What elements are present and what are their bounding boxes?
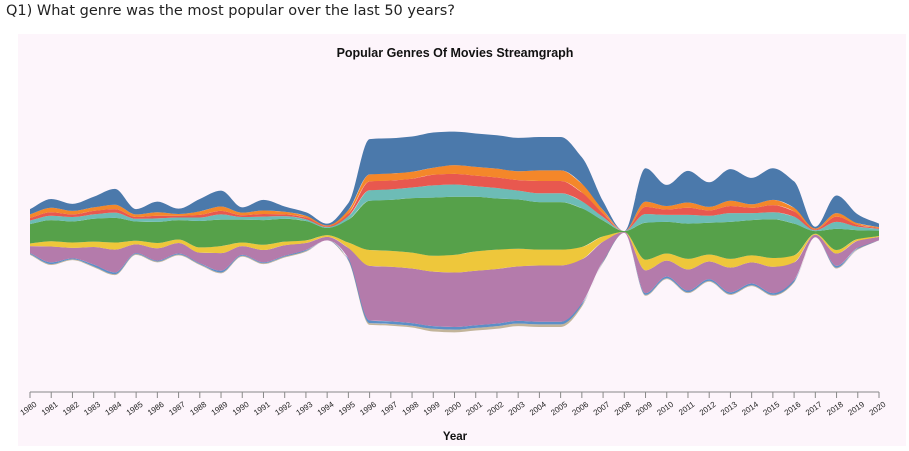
x-tick-label: 2004 bbox=[528, 400, 548, 418]
x-tick-label: 2000 bbox=[443, 400, 463, 418]
stream-layer-7 bbox=[30, 173, 879, 232]
x-tick-label: 1990 bbox=[231, 400, 251, 418]
stream-layer-8 bbox=[30, 165, 879, 232]
x-tick-label: 2020 bbox=[868, 400, 888, 418]
stream-layer-6 bbox=[30, 184, 879, 232]
x-tick-label: 2016 bbox=[783, 400, 803, 418]
x-tick-label: 1993 bbox=[295, 400, 315, 418]
question-text: Q1) What genre was the most popular over… bbox=[6, 3, 455, 19]
x-tick-label: 1987 bbox=[167, 400, 187, 418]
x-tick-label: 1996 bbox=[358, 400, 378, 418]
x-tick-label: 2007 bbox=[592, 400, 612, 418]
x-tick-label: 2001 bbox=[464, 400, 484, 418]
chart-title: Popular Genres Of Movies Streamgraph bbox=[337, 46, 574, 60]
x-tick-label: 2008 bbox=[613, 400, 633, 418]
x-tick-label: 2019 bbox=[846, 400, 866, 418]
x-tick-label: 2013 bbox=[719, 400, 739, 418]
stream-layer-4 bbox=[30, 232, 879, 273]
x-tick-label: 1989 bbox=[210, 400, 230, 418]
x-tick-label: 1999 bbox=[422, 400, 442, 418]
x-tick-label: 1998 bbox=[401, 400, 421, 418]
x-tick-label: 1986 bbox=[146, 400, 166, 418]
x-tick-label: 2018 bbox=[825, 400, 845, 418]
stream-layer-9 bbox=[30, 131, 879, 232]
x-tick-label: 1983 bbox=[82, 400, 102, 418]
x-tick-label: 2003 bbox=[507, 400, 527, 418]
x-tick-label: 2012 bbox=[698, 400, 718, 418]
x-tick-label: 2011 bbox=[677, 400, 697, 418]
x-tick-label: 1980 bbox=[19, 400, 39, 418]
x-tick-label: 1981 bbox=[40, 400, 60, 418]
x-tick-label: 2014 bbox=[740, 400, 760, 418]
streams-layer bbox=[30, 131, 879, 333]
chart-panel: Popular Genres Of Movies Streamgraph 198… bbox=[18, 34, 906, 446]
x-axis: 1980 1981 1982 1983 1984 1985 1986 1987 1988 1989… bbox=[19, 392, 888, 417]
x-tick-label: 2010 bbox=[655, 400, 675, 418]
x-tick-label: 2006 bbox=[570, 400, 590, 418]
x-tick-label: 1982 bbox=[61, 400, 81, 418]
x-axis-label: Year bbox=[443, 431, 468, 443]
x-tick-label: 1997 bbox=[379, 400, 399, 418]
x-tick-label: 1985 bbox=[125, 400, 145, 418]
x-tick-label: 2002 bbox=[486, 400, 506, 418]
x-tick-label: 2015 bbox=[761, 400, 781, 418]
x-tick-label: 1991 bbox=[252, 400, 272, 418]
x-tick-label: 1984 bbox=[104, 400, 124, 418]
stream-layer-5 bbox=[30, 196, 879, 260]
x-tick-label: 1992 bbox=[273, 400, 293, 418]
x-tick-label: 2005 bbox=[549, 400, 569, 418]
streamgraph-chart: Popular Genres Of Movies Streamgraph 198… bbox=[19, 46, 888, 443]
x-tick-label: 1988 bbox=[188, 400, 208, 418]
x-tick-label: 2017 bbox=[804, 400, 824, 418]
x-tick-label: 1995 bbox=[337, 400, 357, 418]
stream-layer-3 bbox=[30, 232, 879, 328]
x-tick-label: 1994 bbox=[316, 400, 336, 418]
x-tick-label: 2009 bbox=[634, 400, 654, 418]
